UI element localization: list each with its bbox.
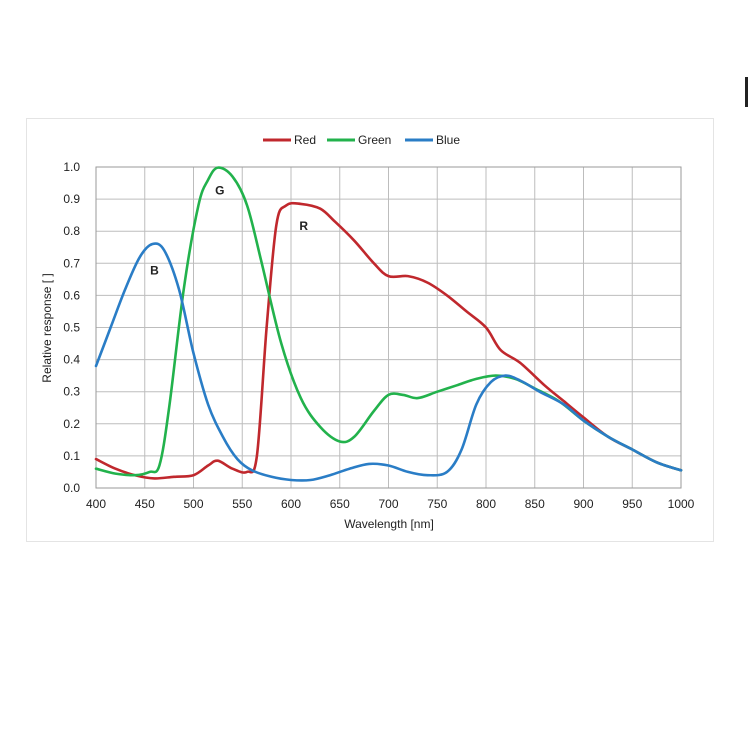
x-tick-label: 600 [281, 497, 301, 511]
x-tick-label: 900 [573, 497, 593, 511]
series-lines [94, 166, 683, 482]
y-tick-label: 0.3 [63, 385, 80, 399]
plot-frame [95, 166, 682, 489]
edge-mark [745, 77, 748, 107]
legend-label-red: Red [294, 133, 316, 147]
legend-label-green: Green [358, 133, 391, 147]
y-tick-label: 0.1 [63, 449, 80, 463]
x-tick-label: 950 [622, 497, 642, 511]
y-tick-label: 0.6 [63, 288, 80, 302]
x-tick-label: 550 [232, 497, 252, 511]
y-axis-title: Relative response [ ] [40, 273, 54, 382]
y-tick-label: 0.8 [63, 224, 80, 238]
x-tick-label: 700 [378, 497, 398, 511]
x-tick-label: 450 [135, 497, 155, 511]
series-line-blue [94, 242, 683, 482]
grid [95, 166, 682, 489]
curve-labels: R G B [150, 183, 308, 277]
x-tick-label: 800 [476, 497, 496, 511]
x-axis-title: Wavelength [nm] [344, 517, 434, 531]
y-tick-label: 0.9 [63, 192, 80, 206]
y-tick-label: 0.2 [63, 417, 80, 431]
x-tick-label: 1000 [668, 497, 695, 511]
x-tick-label: 400 [86, 497, 106, 511]
x-tick-label: 500 [183, 497, 203, 511]
axes: 400 450 500 550 600 650 700 750 800 850 900 950 1000… [63, 160, 694, 511]
y-tick-label: 0.0 [63, 481, 80, 495]
curve-label-g: G [215, 183, 224, 197]
series-line-red [94, 201, 683, 480]
legend-label-blue: Blue [436, 133, 460, 147]
x-tick-label: 750 [427, 497, 447, 511]
curve-label-r: R [299, 219, 308, 233]
y-tick-label: 0.5 [63, 321, 80, 335]
y-tick-label: 0.7 [63, 256, 80, 270]
y-tick-label: 0.4 [63, 353, 80, 367]
x-tick-label: 850 [525, 497, 545, 511]
chart-card: 400 450 500 550 600 650 700 750 800 850 900 950 1000… [26, 118, 714, 542]
curve-label-b: B [150, 264, 159, 278]
spectral-response-chart: 400 450 500 550 600 650 700 750 800 850 900 950 1000… [40, 133, 695, 531]
x-tick-label: 650 [330, 497, 350, 511]
y-tick-label: 1.0 [63, 160, 80, 174]
legend: Red Green Blue [263, 133, 460, 147]
